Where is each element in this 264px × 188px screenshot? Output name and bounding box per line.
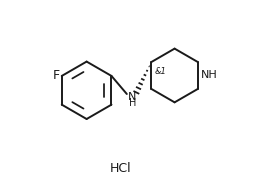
Text: N: N	[128, 92, 136, 102]
Text: HCl: HCl	[110, 162, 132, 175]
Text: F: F	[52, 68, 59, 82]
Text: H: H	[129, 98, 136, 108]
Text: NH: NH	[201, 70, 217, 80]
Text: &1: &1	[154, 67, 166, 76]
